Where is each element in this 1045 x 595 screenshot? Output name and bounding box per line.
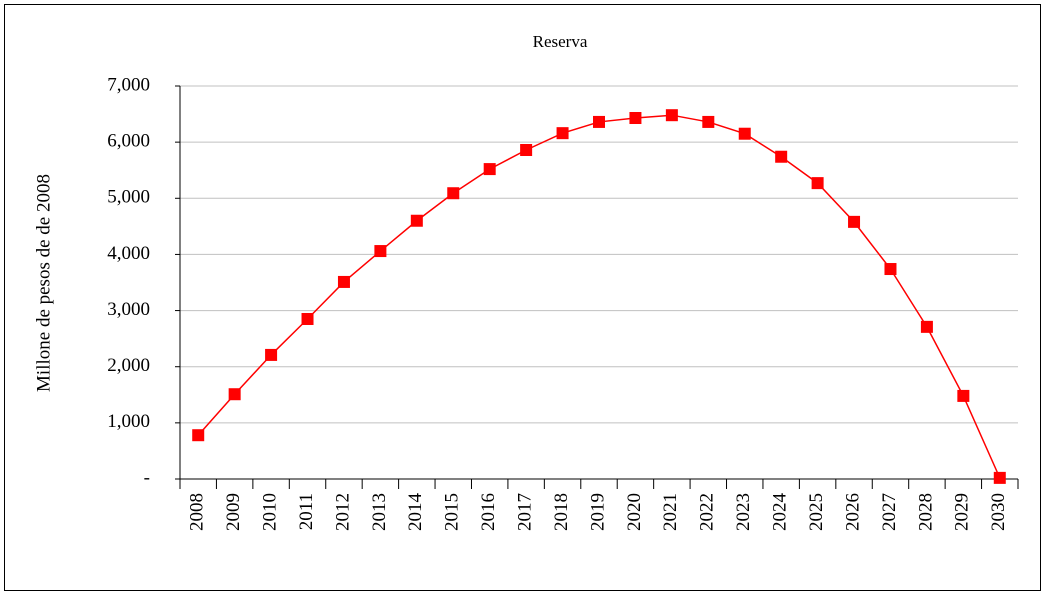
chart-frame — [4, 4, 1041, 591]
data-marker — [228, 388, 241, 401]
data-marker — [702, 115, 715, 128]
x-tick-label: 2017 — [514, 493, 535, 531]
x-tick-label: 2025 — [806, 493, 827, 531]
x-tick-label: 2020 — [624, 493, 645, 531]
data-marker — [775, 150, 788, 163]
x-tick-label: 2014 — [405, 493, 426, 532]
x-tick-label: 2009 — [223, 493, 244, 531]
x-tick-label: 2019 — [587, 493, 608, 531]
x-tick-label: 2011 — [296, 493, 317, 530]
x-tick-label: 2021 — [660, 493, 681, 531]
y-tick-label: 7,000 — [107, 74, 150, 95]
x-tick-label: 2016 — [478, 493, 499, 531]
data-marker — [483, 163, 496, 176]
x-tick-label: 2027 — [879, 493, 900, 531]
data-marker — [337, 275, 350, 288]
x-tick-label: 2015 — [442, 493, 463, 531]
data-marker — [301, 312, 314, 325]
data-marker — [629, 112, 642, 125]
data-marker — [447, 187, 460, 200]
data-marker — [884, 263, 897, 276]
x-tick-label: 2010 — [259, 493, 280, 531]
y-tick-label: 5,000 — [107, 187, 150, 208]
x-tick-label: 2018 — [551, 493, 572, 531]
y-tick-label: 4,000 — [107, 243, 150, 264]
y-tick-label: 3,000 — [107, 299, 150, 320]
x-tick-label: 2012 — [332, 493, 353, 531]
data-marker — [192, 429, 205, 442]
y-axis-label: Millone de pesos de de 2008 — [33, 174, 54, 392]
data-marker — [957, 389, 970, 402]
x-tick-label: 2024 — [770, 493, 791, 532]
data-marker — [993, 471, 1006, 484]
data-marker — [520, 144, 533, 157]
data-marker — [920, 320, 933, 333]
y-tick-label: 6,000 — [107, 131, 150, 152]
x-tick-label: 2026 — [842, 493, 863, 531]
y-tick-label: - — [144, 467, 150, 488]
x-tick-label: 2013 — [369, 493, 390, 531]
data-marker — [811, 177, 824, 190]
data-marker — [374, 245, 387, 258]
data-marker — [848, 215, 861, 228]
chart-title: Reserva — [533, 32, 588, 51]
data-marker — [410, 214, 423, 227]
x-tick-label: 2030 — [988, 493, 1009, 531]
y-tick-label: 1,000 — [107, 411, 150, 432]
data-marker — [665, 109, 678, 122]
x-tick-label: 2008 — [187, 493, 208, 531]
x-tick-label: 2023 — [733, 493, 754, 531]
data-marker — [556, 127, 569, 140]
x-tick-label: 2028 — [915, 493, 936, 531]
x-tick-label: 2029 — [952, 493, 973, 531]
x-tick-label: 2022 — [697, 493, 718, 531]
data-marker — [265, 348, 278, 361]
y-tick-label: 2,000 — [107, 355, 150, 376]
data-marker — [738, 127, 751, 140]
data-marker — [593, 115, 605, 128]
